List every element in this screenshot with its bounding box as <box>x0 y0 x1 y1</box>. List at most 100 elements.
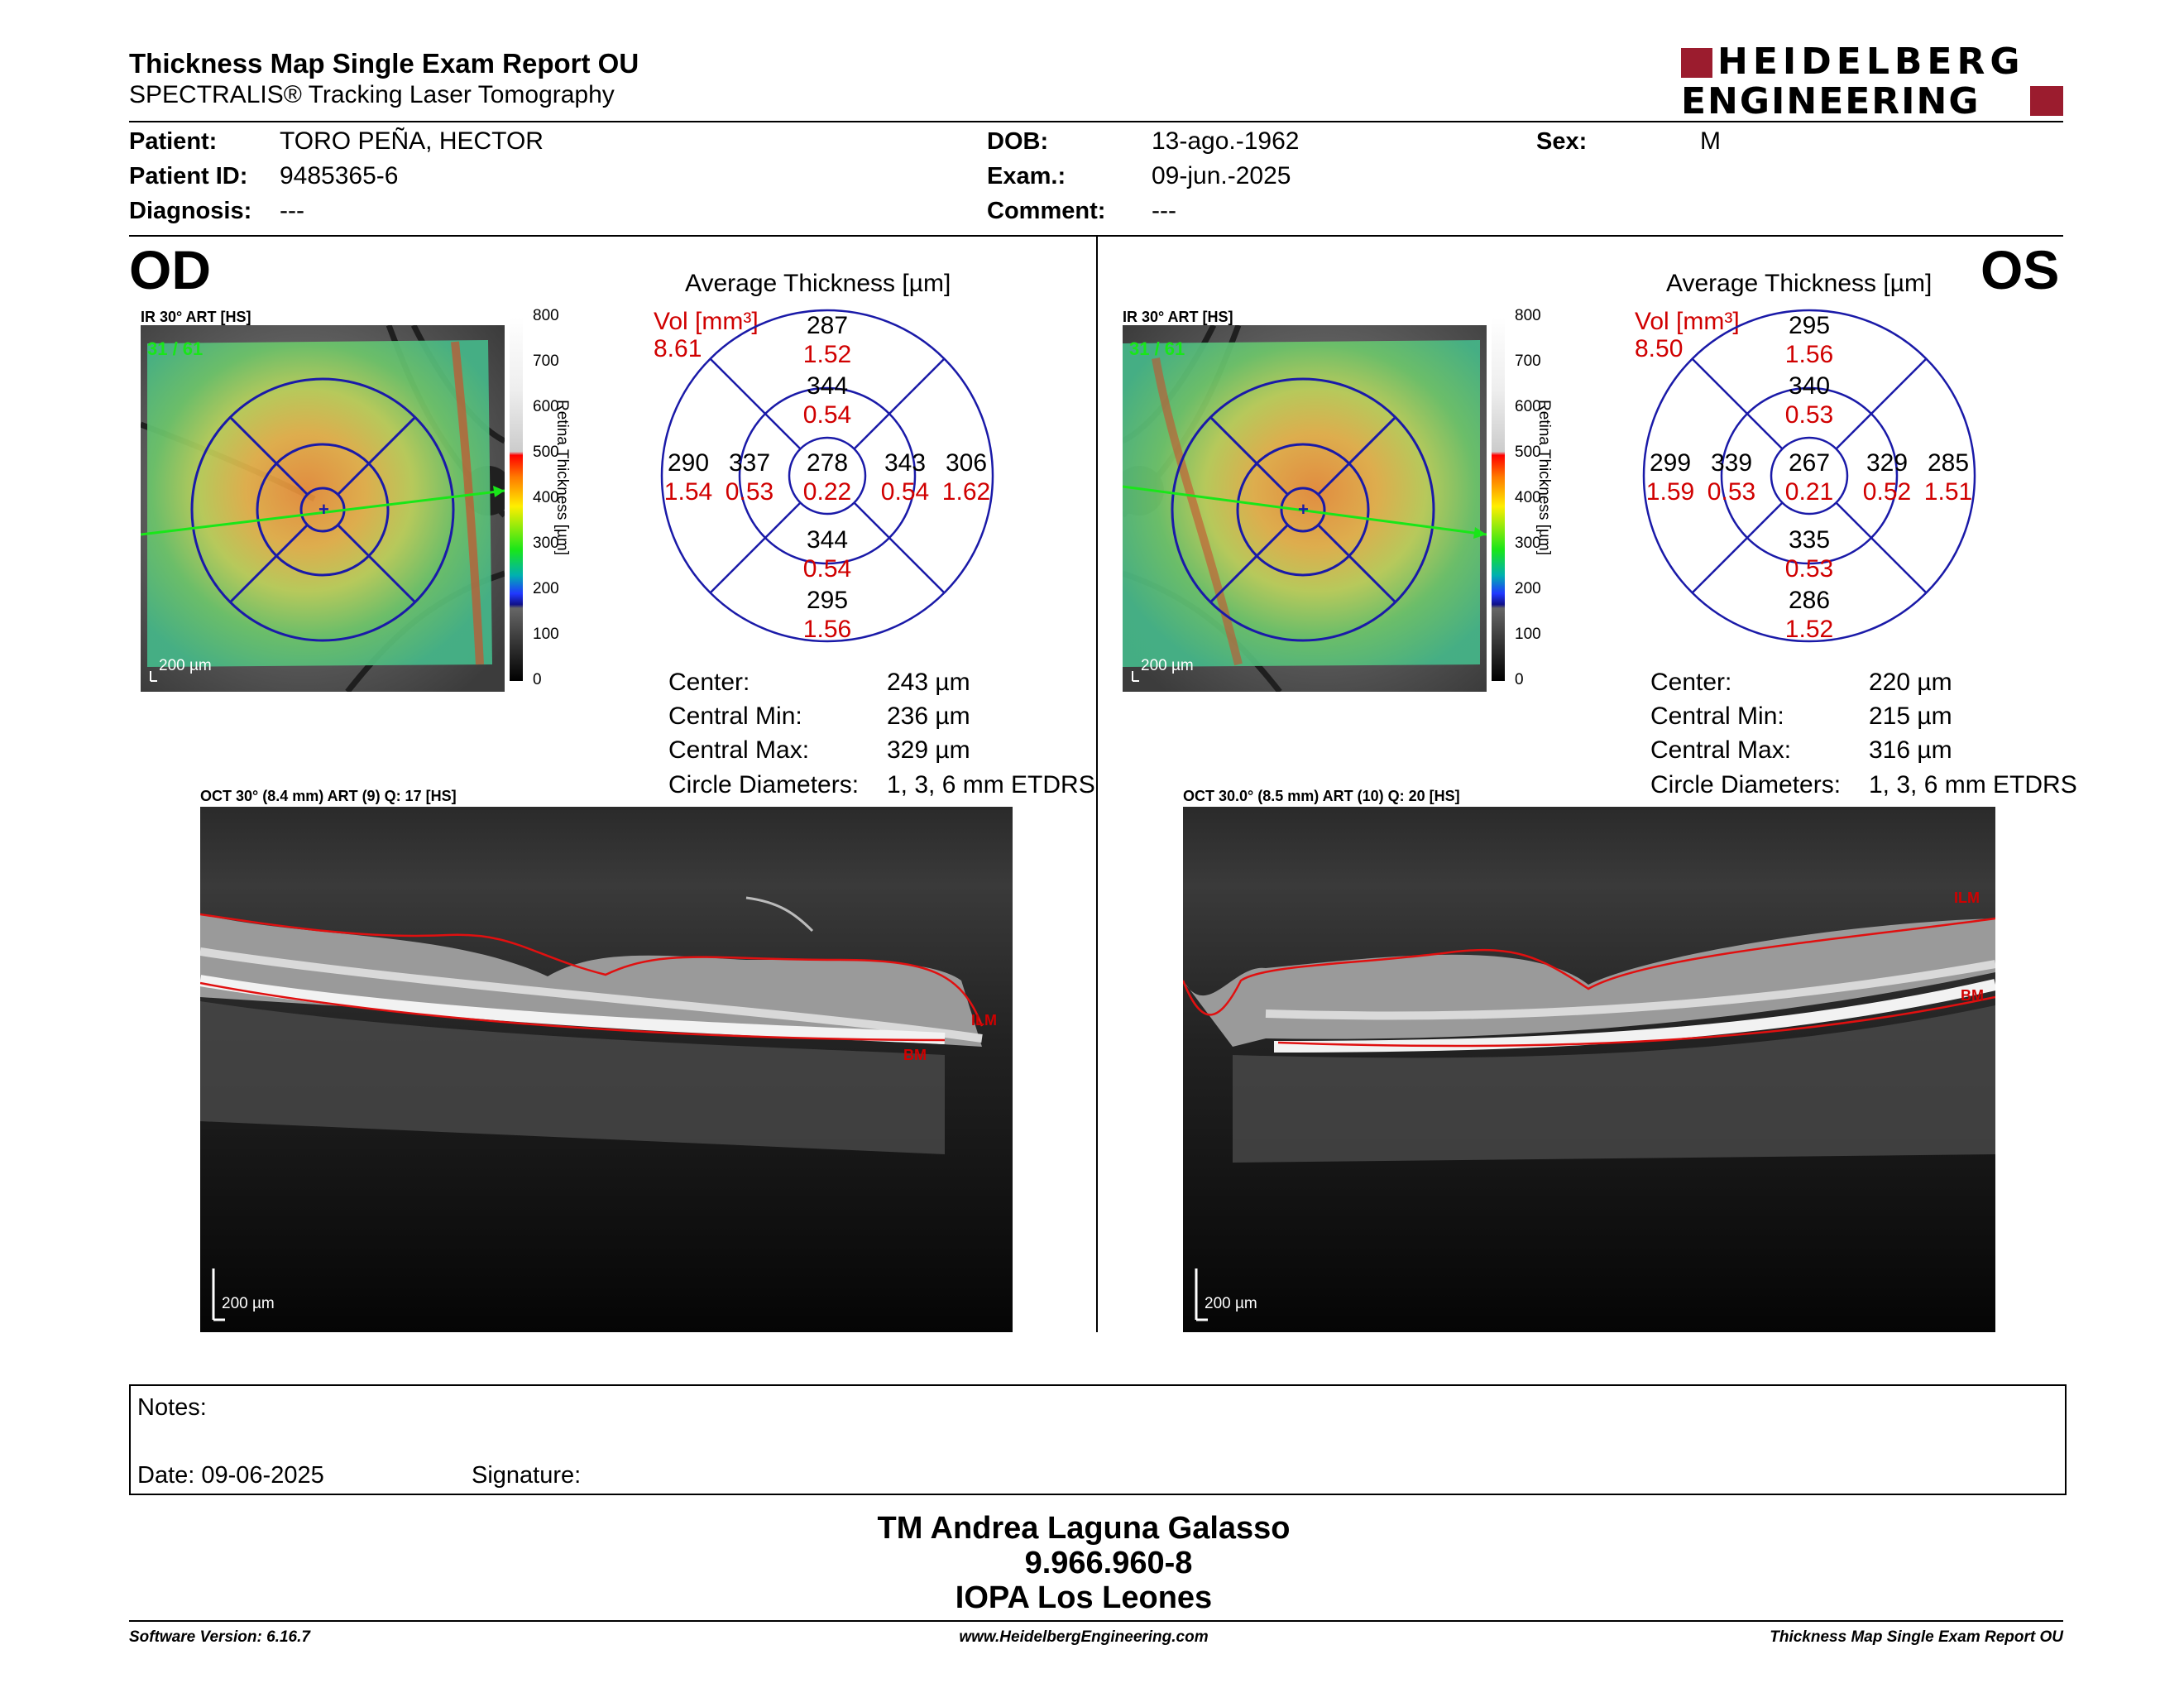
logo-red-block-bottom <box>2030 86 2063 116</box>
vol-value-os: 8.50 <box>1635 335 1684 362</box>
svg-text:+: + <box>318 499 329 520</box>
sector-sup-inner-vol-od: 0.54 <box>802 401 852 429</box>
stat-value-center-od: 243 µm <box>887 669 970 696</box>
sector-inf-outer-thk-os: 286 <box>1788 587 1831 614</box>
stat-value-min-od: 236 µm <box>887 703 970 730</box>
sex-label: Sex: <box>1536 128 1588 155</box>
oct-label-od: OCT 30° (8.4 mm) ART (9) Q: 17 [HS] <box>200 788 457 804</box>
footer-website[interactable]: www.HeidelbergEngineering.com <box>959 1628 1209 1646</box>
ir-fundus-image-od: + 31 / 61 200 µm <box>139 324 513 694</box>
sector-center-thk-od: 278 <box>806 449 849 477</box>
tick-0: 0 <box>533 671 542 688</box>
dob-value: 13-ago.-1962 <box>1152 127 1300 155</box>
sector-nas-inner-thk-os: 329 <box>1866 449 1909 477</box>
tick-600: 600 <box>1515 398 1541 415</box>
vol-label-od: Vol [mm³] <box>654 308 759 335</box>
svg-text:+: + <box>1298 499 1309 520</box>
sector-temp-inner-vol-od: 0.53 <box>725 478 774 506</box>
diagnosis-value: --- <box>280 197 304 224</box>
tick-300: 300 <box>533 535 559 552</box>
sector-temp-inner-thk-os: 339 <box>1710 449 1753 477</box>
signer-id: 9.966.960-8 <box>1024 1546 1193 1580</box>
sector-sup-outer-vol-os: 1.56 <box>1784 341 1834 368</box>
ir-label-od: IR 30° ART [HS] <box>141 309 251 325</box>
ir-overlay-od: 31 / 61 <box>147 338 204 359</box>
oct-label-os: OCT 30.0° (8.5 mm) ART (10) Q: 20 [HS] <box>1183 788 1460 804</box>
comment-value: --- <box>1152 197 1176 224</box>
ir-scale-od: 200 µm <box>159 657 212 674</box>
eye-divider <box>1096 237 1098 1332</box>
stat-value-max-os: 316 µm <box>1869 736 1952 764</box>
tick-100: 100 <box>533 626 559 643</box>
sector-center-thk-os: 267 <box>1788 449 1831 477</box>
patient-name: TORO PEÑA, HECTOR <box>280 127 544 155</box>
oct-scale-od: 200 µm <box>222 1295 275 1312</box>
stat-label-center-os: Center: <box>1650 669 1732 696</box>
logo-line-2: ENGINEERING <box>1681 80 1980 122</box>
stat-label-center-od: Center: <box>668 669 750 696</box>
sector-nas-inner-thk-od: 343 <box>884 449 927 477</box>
colorbar-gradient-od <box>510 317 523 681</box>
dob-label: DOB: <box>987 128 1049 155</box>
stat-value-diam-od: 1, 3, 6 mm ETDRS <box>887 771 1095 798</box>
header-rule <box>129 121 2063 122</box>
stat-value-diam-os: 1, 3, 6 mm ETDRS <box>1869 771 2077 798</box>
etdrs-grid-od: 287 1.52 344 0.54 290 1.54 337 0.53 278 … <box>658 306 997 645</box>
thickness-title-od: Average Thickness [µm] <box>685 270 951 297</box>
logo-red-block-top <box>1681 48 1712 78</box>
sector-nas-inner-vol-os: 0.52 <box>1862 478 1912 506</box>
sector-inf-inner-vol-os: 0.53 <box>1784 555 1834 583</box>
etdrs-grid-os: 295 1.56 340 0.53 299 1.59 339 0.53 267 … <box>1640 306 1979 645</box>
sector-sup-outer-thk-od: 287 <box>806 312 849 339</box>
ir-scale-os: 200 µm <box>1141 657 1194 674</box>
ir-label-os: IR 30° ART [HS] <box>1123 309 1233 325</box>
footer-rule <box>129 1620 2063 1622</box>
tick-400: 400 <box>533 489 559 506</box>
colorbar-label-os: Retina Thickness [µm] <box>1535 400 1553 555</box>
sector-inf-outer-thk-od: 295 <box>806 587 849 614</box>
tick-800: 800 <box>1515 307 1541 324</box>
vol-label-os: Vol [mm³] <box>1635 308 1740 335</box>
ir-overlay-os: 31 / 61 <box>1129 338 1185 359</box>
vol-value-od: 8.61 <box>654 335 702 362</box>
comment-label: Comment: <box>987 198 1106 224</box>
sector-inf-inner-thk-os: 335 <box>1788 526 1831 554</box>
sector-center-vol-od: 0.22 <box>802 478 852 506</box>
notes-date: Date: 09-06-2025 <box>137 1462 324 1489</box>
sector-center-vol-os: 0.21 <box>1784 478 1834 506</box>
tick-300: 300 <box>1515 535 1541 552</box>
stat-label-diam-od: Circle Diameters: <box>668 771 860 798</box>
sector-inf-inner-thk-od: 344 <box>806 526 849 554</box>
bm-label-od: BM <box>903 1047 927 1063</box>
stat-label-diam-os: Circle Diameters: <box>1650 771 1842 798</box>
sector-nas-outer-vol-os: 1.51 <box>1923 478 1973 506</box>
sector-temp-outer-vol-od: 1.54 <box>663 478 713 506</box>
stat-value-min-os: 215 µm <box>1869 703 1952 730</box>
heidelberg-logo: HEIDELBERG ENGINEERING <box>1681 41 2063 122</box>
sector-temp-inner-thk-od: 337 <box>728 449 771 477</box>
sector-sup-inner-thk-os: 340 <box>1788 372 1831 400</box>
tick-700: 700 <box>1515 352 1541 370</box>
notes-signature: Signature: <box>472 1462 582 1489</box>
footer-version: Software Version: 6.16.7 <box>129 1628 310 1646</box>
sector-sup-inner-vol-os: 0.53 <box>1784 401 1834 429</box>
sector-temp-outer-vol-os: 1.59 <box>1645 478 1695 506</box>
tick-800: 800 <box>533 307 559 324</box>
exam-label: Exam.: <box>987 163 1066 189</box>
stat-value-center-os: 220 µm <box>1869 669 1952 696</box>
tick-600: 600 <box>533 398 559 415</box>
colorbar-os: 800 700 600 500 400 300 200 100 0 Retina… <box>1487 307 1569 689</box>
report-title: Thickness Map Single Exam Report OU <box>129 48 639 79</box>
tick-500: 500 <box>1515 444 1541 461</box>
oct-scale-os: 200 µm <box>1205 1295 1257 1312</box>
stat-label-max-os: Central Max: <box>1650 736 1792 764</box>
oct-bscan-image-os: ILM BM 200 µm <box>1181 807 1997 1332</box>
colorbar-label-od: Retina Thickness [µm] <box>553 400 571 555</box>
ilm-label-od: ILM <box>971 1012 997 1029</box>
stat-label-max-od: Central Max: <box>668 736 810 764</box>
tick-500: 500 <box>533 444 559 461</box>
tick-0: 0 <box>1515 671 1524 688</box>
sector-temp-inner-vol-os: 0.53 <box>1707 478 1756 506</box>
notes-box[interactable]: Notes: Date: 09-06-2025 Signature: <box>129 1384 2067 1495</box>
stat-value-max-od: 329 µm <box>887 736 970 764</box>
